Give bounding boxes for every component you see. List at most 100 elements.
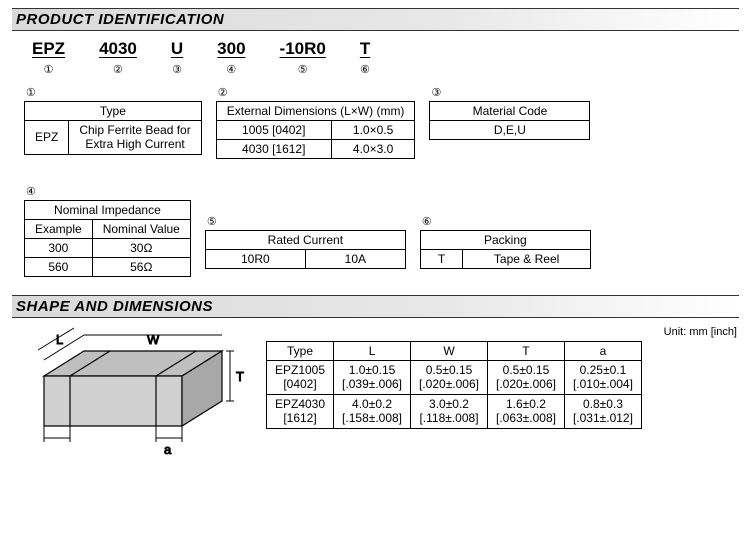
txt: 0.5±0.15 — [503, 363, 550, 377]
table: Material Code D,E,U — [429, 101, 590, 140]
subhdr: Nominal Value — [92, 220, 190, 239]
shape-figure: L W T a — [12, 326, 252, 476]
hdr: L — [334, 342, 411, 361]
cell: 4.0×3.0 — [331, 140, 415, 159]
section-title-1: PRODUCT IDENTIFICATION — [12, 8, 739, 31]
table-impedance: ④ Nominal Impedance ExampleNominal Value… — [24, 185, 191, 277]
unit-label: Unit: mm [inch] — [266, 326, 737, 338]
label-W: W — [147, 332, 160, 347]
txt: [.118±.008] — [419, 411, 478, 425]
hdr: Type — [25, 102, 202, 121]
cell: EPZ4030[1612] — [267, 394, 334, 428]
tables-row-2: ④ Nominal Impedance ExampleNominal Value… — [24, 185, 739, 277]
table: External Dimensions (L×W) (mm) 1005 [040… — [216, 101, 416, 159]
cell: 56Ω — [92, 258, 190, 277]
cell: 0.5±0.15[.020±.006] — [487, 361, 564, 395]
part-code: -10R0 — [280, 39, 326, 59]
cell: D,E,U — [430, 121, 590, 140]
part-num: ⑤ — [280, 63, 326, 76]
txt: [.063±.008] — [496, 411, 556, 425]
cell: 1.0±0.15[.039±.006] — [334, 361, 411, 395]
part-1: EPZ ① — [32, 39, 65, 76]
tables-row-1: ① Type EPZ Chip Ferrite Bead forExtra Hi… — [24, 86, 739, 159]
part-num: ① — [32, 63, 65, 76]
cell: EPZ — [25, 121, 69, 155]
part-num: ③ — [171, 63, 183, 76]
part-num: ② — [99, 63, 137, 76]
txt: EPZ1005 — [275, 363, 325, 377]
label-a: a — [164, 442, 172, 457]
table-type: ① Type EPZ Chip Ferrite Bead forExtra Hi… — [24, 86, 202, 155]
part-2: 4030 ② — [99, 39, 137, 76]
part-code: 300 — [217, 39, 245, 59]
part-num: ④ — [217, 63, 245, 76]
txt: 4.0±0.2 — [352, 397, 392, 411]
table: Type EPZ Chip Ferrite Bead forExtra High… — [24, 101, 202, 155]
table-num: ⑥ — [422, 215, 591, 228]
txt: 0.25±0.1 — [580, 363, 627, 377]
txt: [.031±.012] — [573, 411, 633, 425]
cell: 1.6±0.2[.063±.008] — [487, 394, 564, 428]
txt: EPZ4030 — [275, 397, 325, 411]
table-dimensions: ② External Dimensions (L×W) (mm) 1005 [0… — [216, 86, 416, 159]
cell: 10R0 — [205, 250, 305, 269]
hdr: Packing — [420, 231, 590, 250]
txt: [.158±.008] — [342, 411, 402, 425]
cell: 4.0±0.2[.158±.008] — [334, 394, 411, 428]
part-code: 4030 — [99, 39, 137, 59]
part-code: U — [171, 39, 183, 59]
table-num: ④ — [26, 185, 191, 198]
hdr: a — [564, 342, 641, 361]
part-num: ⑥ — [360, 63, 370, 76]
label-T: T — [236, 369, 244, 384]
table-num: ② — [218, 86, 416, 99]
cell: 0.8±0.3[.031±.012] — [564, 394, 641, 428]
dimensions-table: Type L W T a EPZ1005[0402] 1.0±0.15[.039… — [266, 341, 642, 429]
dimensions-wrap: L W T a Unit: mm [inch] Type — [12, 326, 739, 476]
cell: EPZ1005[0402] — [267, 361, 334, 395]
part-number-row: EPZ① 4030② U③ 300④ -10R0⑤ T⑥ — [32, 39, 739, 76]
subhdr: Example — [25, 220, 93, 239]
table: Packing TTape & Reel — [420, 230, 591, 269]
txt: [1612] — [283, 411, 316, 425]
txt: [.020±.006] — [496, 377, 556, 391]
cell: 30Ω — [92, 239, 190, 258]
cell: Tape & Reel — [463, 250, 591, 269]
txt: 0.8±0.3 — [583, 397, 623, 411]
hdr: Material Code — [430, 102, 590, 121]
section-title-2: SHAPE AND DIMENSIONS — [12, 295, 739, 318]
cell: 560 — [25, 258, 93, 277]
hdr: Type — [267, 342, 334, 361]
cell: 0.5±0.15[.020±.006] — [411, 361, 488, 395]
table: Rated Current 10R010A — [205, 230, 406, 269]
table-rated-current: ⑤ Rated Current 10R010A — [205, 215, 406, 269]
cell: 4030 [1612] — [216, 140, 331, 159]
chip-diagram-icon: L W T a — [12, 326, 252, 476]
cell: 1005 [0402] — [216, 121, 331, 140]
txt: [0402] — [283, 377, 316, 391]
cell: 0.25±0.1[.010±.004] — [564, 361, 641, 395]
txt: [.039±.006] — [342, 377, 402, 391]
part-4: 300 ④ — [217, 39, 245, 76]
part-code: EPZ — [32, 39, 65, 59]
txt: 1.0±0.15 — [349, 363, 396, 377]
part-code: T — [360, 39, 370, 59]
hdr: T — [487, 342, 564, 361]
part-3: U③ — [171, 39, 183, 76]
txt: 0.5±0.15 — [426, 363, 473, 377]
txt: Chip Ferrite Bead for — [79, 123, 190, 137]
cell: 3.0±0.2[.118±.008] — [411, 394, 488, 428]
hdr: W — [411, 342, 488, 361]
hdr: Rated Current — [205, 231, 405, 250]
cell: T — [420, 250, 463, 269]
part-5: -10R0 ⑤ — [280, 39, 326, 76]
cell: Chip Ferrite Bead forExtra High Current — [69, 121, 201, 155]
hdr: External Dimensions (L×W) (mm) — [216, 102, 415, 121]
cell: 300 — [25, 239, 93, 258]
table-material: ③ Material Code D,E,U — [429, 86, 590, 140]
label-L: L — [56, 332, 63, 347]
txt: 3.0±0.2 — [429, 397, 469, 411]
txt: 1.6±0.2 — [506, 397, 546, 411]
table-packing: ⑥ Packing TTape & Reel — [420, 215, 591, 269]
txt: [.020±.006] — [419, 377, 479, 391]
